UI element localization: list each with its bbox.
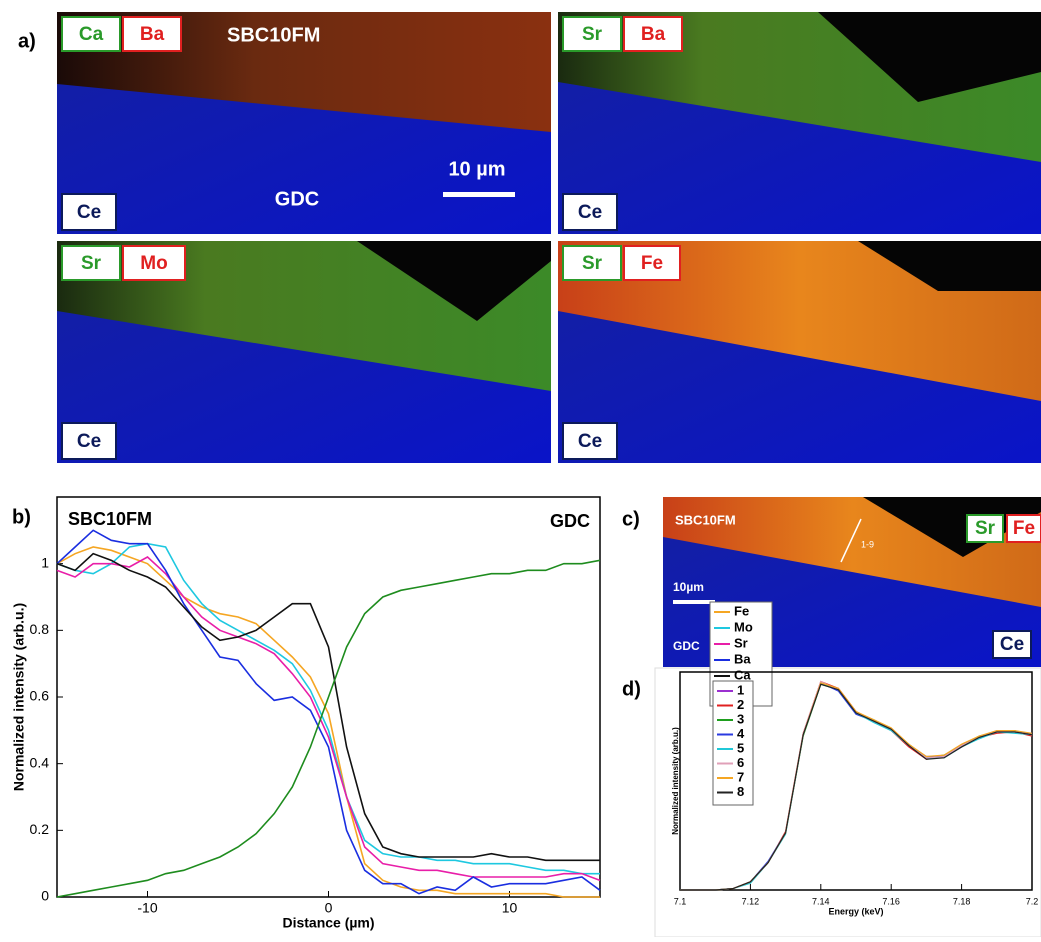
annotation: SBC10FM bbox=[227, 24, 320, 46]
element-tag: Sr bbox=[81, 253, 102, 274]
figure: a) b) c) d) Ca Ba Ce SBC10FM 10 µm GDC S… bbox=[0, 0, 1041, 937]
data-line bbox=[57, 557, 600, 880]
y-tick-label: 0 bbox=[41, 888, 49, 904]
element-tag: Ca bbox=[79, 24, 104, 45]
annotation: GDC bbox=[550, 511, 590, 531]
x-tick-label: 0 bbox=[325, 900, 333, 916]
x-tick-label: 7.16 bbox=[882, 896, 900, 906]
y-tick-label: 0.8 bbox=[30, 621, 50, 637]
data-line bbox=[57, 547, 600, 897]
element-tag: Ce bbox=[77, 431, 101, 452]
element-tag: Ce bbox=[578, 202, 602, 223]
x-axis-label: Energy (keV) bbox=[828, 906, 883, 916]
element-tag: Ba bbox=[140, 24, 165, 45]
panel-label: d) bbox=[622, 678, 641, 700]
data-line bbox=[57, 554, 600, 861]
legend-label: 3 bbox=[737, 711, 744, 726]
element-tag: Ce bbox=[578, 431, 602, 452]
panel-label: c) bbox=[622, 508, 640, 530]
legend-label: 8 bbox=[737, 784, 744, 799]
y-tick-label: 0.4 bbox=[30, 754, 50, 770]
legend-label: 1 bbox=[737, 682, 744, 697]
x-tick-label: 7.14 bbox=[812, 896, 830, 906]
legend-label: 2 bbox=[737, 697, 744, 712]
y-tick-label: 0.2 bbox=[30, 821, 50, 837]
element-tag: Ce bbox=[77, 202, 101, 223]
data-line bbox=[57, 544, 600, 874]
scale-label: 10 µm bbox=[448, 158, 505, 180]
map-tile: Ca Ba Ce SBC10FM 10 µm GDC bbox=[57, 12, 551, 234]
map-tile: Sr Ba Ce bbox=[558, 12, 1041, 234]
annotation: GDC bbox=[673, 639, 700, 653]
annotation: SBC10FM bbox=[68, 509, 152, 529]
panel-label: a) bbox=[18, 30, 36, 52]
y-axis-label: Normalized intensity (arb.u.) bbox=[671, 727, 680, 835]
x-axis-label: Distance (µm) bbox=[282, 915, 374, 931]
legend-label: Ca bbox=[734, 667, 751, 682]
element-tag: Ce bbox=[1000, 634, 1024, 655]
page: a) b) c) d) Ca Ba Ce SBC10FM 10 µm GDC S… bbox=[0, 0, 1041, 937]
legend-label: Ba bbox=[734, 651, 751, 666]
y-axis-label: Normalized intensity (arb.u.) bbox=[11, 603, 27, 791]
legend-label: 4 bbox=[737, 726, 745, 741]
legend-label: 6 bbox=[737, 755, 744, 770]
legend-label: Sr bbox=[734, 635, 748, 650]
map-tile: Sr Fe Ce bbox=[558, 241, 1041, 463]
legend-label: 5 bbox=[737, 740, 744, 755]
annotation: GDC bbox=[275, 188, 319, 210]
legend-label: 7 bbox=[737, 769, 744, 784]
annotation: 1-9 bbox=[861, 539, 874, 549]
legend-label: Mo bbox=[734, 619, 753, 634]
x-tick-label: 7.2 bbox=[1026, 896, 1039, 906]
y-tick-label: 0.6 bbox=[30, 688, 50, 704]
element-tag: Sr bbox=[582, 24, 603, 45]
x-tick-label: 10 bbox=[502, 900, 518, 916]
panel-label: b) bbox=[12, 506, 31, 528]
element-tag: Mo bbox=[140, 253, 167, 274]
legend-box bbox=[713, 681, 753, 805]
scale-label: 10µm bbox=[673, 580, 704, 594]
element-tag: Sr bbox=[582, 253, 603, 274]
element-tag: Ba bbox=[641, 24, 666, 45]
map-tile: Sr Mo Ce bbox=[57, 241, 551, 463]
legend-label: Fe bbox=[734, 603, 749, 618]
x-tick-label: 7.12 bbox=[742, 896, 760, 906]
element-tag: Fe bbox=[1013, 518, 1035, 539]
x-tick-label: -10 bbox=[137, 900, 157, 916]
x-tick-label: 7.18 bbox=[953, 896, 971, 906]
element-tag: Sr bbox=[975, 518, 996, 539]
y-tick-label: 1 bbox=[41, 554, 49, 570]
element-tag: Fe bbox=[641, 253, 663, 274]
x-tick-label: 7.1 bbox=[674, 896, 687, 906]
annotation: SBC10FM bbox=[675, 512, 736, 527]
